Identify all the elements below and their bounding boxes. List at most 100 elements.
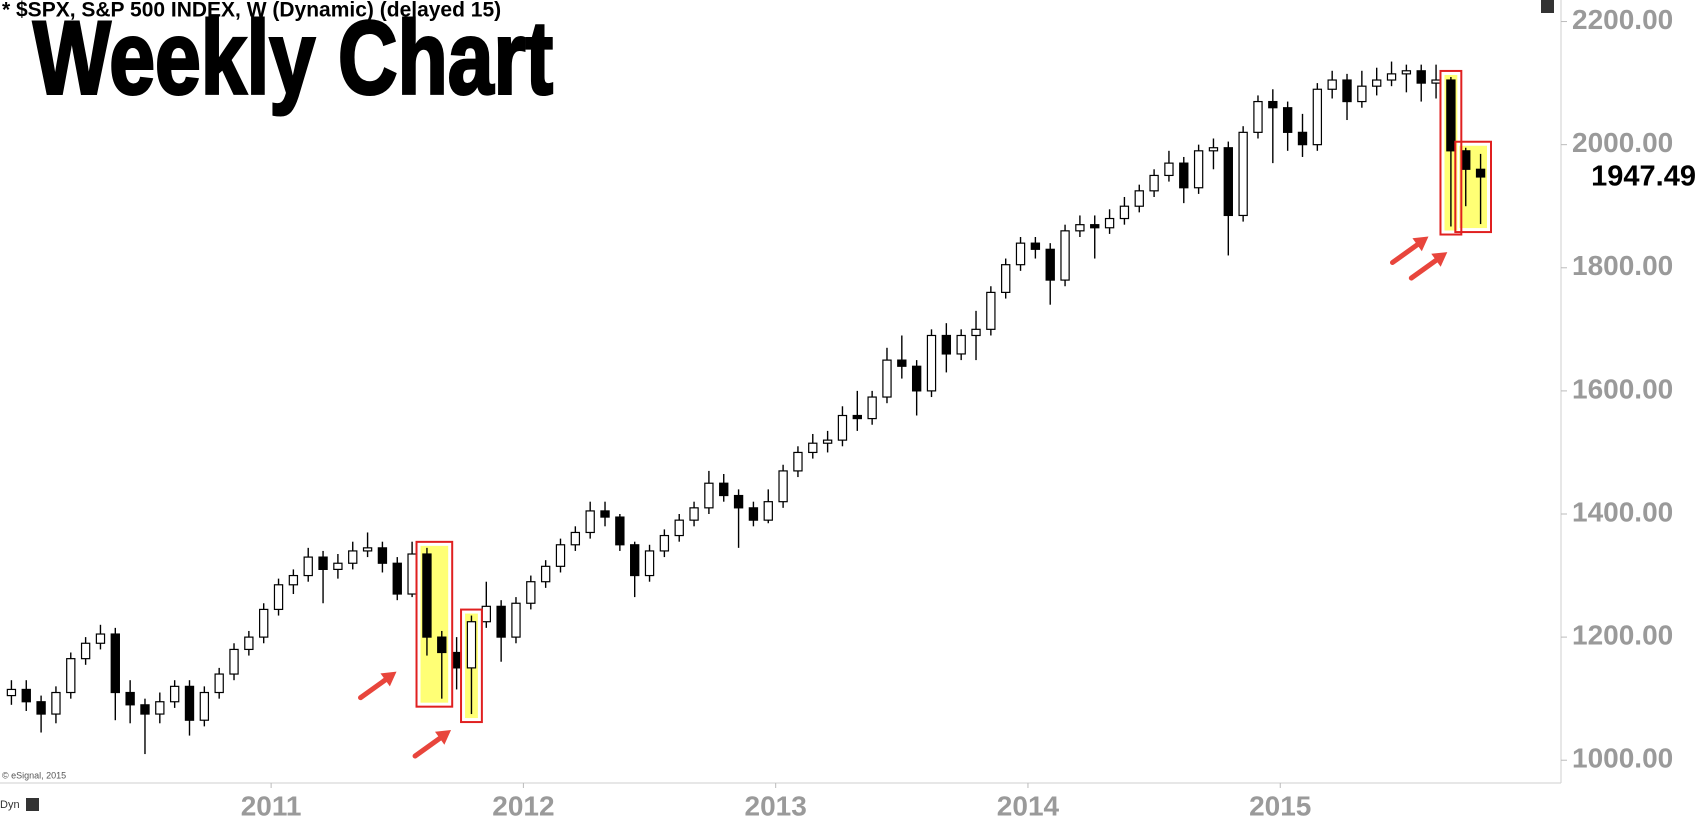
- candle-body: [1060, 230, 1070, 281]
- candle-body: [941, 334, 952, 355]
- candle-body: [1134, 190, 1144, 207]
- candle-body: [540, 565, 551, 583]
- candle-body: [911, 365, 922, 392]
- candle-body: [630, 544, 640, 577]
- y-tick-label: 1800.00: [1572, 250, 1673, 281]
- candle-body: [199, 691, 210, 721]
- candle-body: [1372, 79, 1382, 87]
- candle-body: [585, 510, 595, 534]
- candle-body: [1238, 131, 1248, 217]
- candle-body: [1119, 205, 1130, 220]
- candle-body: [377, 547, 388, 564]
- x-tick-label: 2013: [745, 790, 807, 821]
- highlight-box: [460, 608, 483, 724]
- candle-body: [1090, 224, 1100, 229]
- candle-body: [704, 482, 714, 509]
- x-tick-label: 2015: [1249, 790, 1311, 821]
- candle-body: [1015, 242, 1026, 266]
- candle-body: [259, 608, 269, 638]
- candle-body: [733, 494, 744, 509]
- candle-body: [837, 414, 848, 441]
- candle-body: [1327, 79, 1337, 90]
- candle-body: [437, 636, 447, 654]
- candle-body: [1475, 168, 1486, 178]
- candle-body: [95, 633, 106, 644]
- candle-body: [1193, 150, 1204, 189]
- candle-body: [140, 704, 150, 715]
- candle-body: [793, 451, 803, 472]
- y-tick-label: 1000.00: [1572, 743, 1673, 774]
- chart-subtitle: Weekly Chart: [33, 0, 553, 116]
- candle-body: [1179, 162, 1189, 189]
- candle-body: [214, 673, 224, 694]
- candle-body: [36, 701, 46, 715]
- y-tick-label: 2200.00: [1572, 4, 1673, 35]
- candle-body: [1045, 248, 1055, 281]
- candle-body: [1164, 162, 1174, 177]
- candle-body: [1149, 174, 1159, 192]
- candle-body: [986, 291, 996, 330]
- chart-title: * $SPX, S&P 500 INDEX, W (Dynamic) (dela…: [2, 0, 501, 22]
- highlight-box: [1454, 140, 1492, 234]
- candle-body: [897, 359, 907, 367]
- candle-body: [748, 507, 759, 521]
- candle-body: [689, 507, 699, 521]
- y-tick-label: 1400.00: [1572, 496, 1673, 527]
- candle-body: [1431, 79, 1441, 84]
- candle-body: [1001, 264, 1011, 293]
- candle-body: [1357, 85, 1367, 103]
- candle-body: [110, 633, 120, 694]
- candle-body: [1312, 88, 1323, 146]
- candle-body: [719, 482, 729, 497]
- candle-body: [1401, 70, 1412, 75]
- x-tick-label: 2014: [997, 790, 1060, 821]
- candle-body: [659, 534, 670, 552]
- candle-body: [822, 439, 833, 444]
- last-value-label: 1947.49: [1591, 161, 1696, 193]
- candle-body: [763, 501, 773, 521]
- candle-body: [867, 396, 877, 420]
- candle-body: [66, 658, 76, 694]
- arrow-head: [1412, 236, 1429, 252]
- arrow-head: [435, 730, 452, 745]
- corner-icon[interactable]: [1541, 0, 1554, 13]
- candle-body: [392, 562, 402, 595]
- candle-body: [674, 519, 684, 537]
- candle-body: [184, 685, 195, 721]
- candle-body: [273, 584, 284, 611]
- candle-body: [125, 691, 135, 706]
- candle-body: [1386, 73, 1397, 81]
- candle-body: [1223, 147, 1233, 217]
- candle-body: [600, 510, 610, 518]
- candle-body: [882, 359, 892, 398]
- candle-body: [496, 605, 506, 638]
- candle-body: [570, 531, 581, 546]
- watermark: © eSignal, 2015: [2, 770, 66, 780]
- candle-body: [229, 648, 239, 675]
- candle-body: [481, 605, 491, 623]
- x-tick-label: 2011: [241, 790, 302, 821]
- footer-icon[interactable]: [26, 798, 39, 811]
- candle-body: [1253, 100, 1263, 133]
- candle-body: [1268, 100, 1278, 109]
- candle-body: [155, 701, 165, 715]
- candle-body: [362, 547, 373, 552]
- candle-body: [21, 688, 31, 703]
- candle-body: [1342, 79, 1352, 103]
- highlight-box: [415, 540, 454, 708]
- x-tick-label: 2012: [492, 790, 554, 821]
- candle-body: [407, 553, 417, 595]
- candle-body: [318, 556, 328, 570]
- candle-body: [1416, 70, 1426, 84]
- candle-body: [615, 516, 625, 546]
- candle-body: [169, 685, 180, 703]
- candle-body: [808, 442, 818, 454]
- y-tick-label: 2000.00: [1572, 127, 1673, 158]
- candle-body: [1208, 147, 1219, 152]
- y-tick-label: 1600.00: [1572, 373, 1673, 404]
- candle-body: [244, 636, 254, 651]
- candle-body: [555, 544, 566, 567]
- candle-body: [1461, 150, 1471, 170]
